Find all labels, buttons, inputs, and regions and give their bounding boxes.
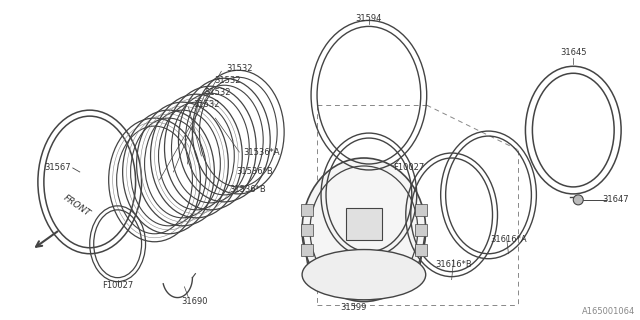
- Text: 31599: 31599: [340, 303, 367, 312]
- Text: 31536*A: 31536*A: [243, 148, 280, 156]
- Ellipse shape: [302, 158, 426, 301]
- Bar: [415, 224, 427, 236]
- Bar: [415, 244, 427, 256]
- Bar: [301, 244, 313, 256]
- Text: 31647: 31647: [602, 196, 628, 204]
- Text: 31616*A: 31616*A: [490, 235, 527, 244]
- Text: 31646: 31646: [385, 275, 412, 284]
- Text: 31532: 31532: [226, 64, 253, 73]
- Bar: [415, 204, 427, 216]
- Bar: [301, 224, 313, 236]
- Text: 31690: 31690: [181, 297, 207, 306]
- Circle shape: [573, 195, 583, 205]
- Text: 31594: 31594: [356, 14, 382, 23]
- Text: 31532: 31532: [204, 88, 230, 97]
- Text: F10027: F10027: [102, 281, 133, 290]
- Text: F10027: F10027: [393, 164, 424, 172]
- Text: 31645: 31645: [560, 48, 586, 57]
- Text: FRONT: FRONT: [62, 193, 92, 218]
- Text: 31536*B: 31536*B: [236, 167, 273, 176]
- Text: A165001064: A165001064: [582, 307, 635, 316]
- Text: 31567: 31567: [45, 164, 71, 172]
- Text: 31532: 31532: [193, 100, 220, 109]
- Text: 31616*B: 31616*B: [435, 260, 472, 269]
- Bar: [346, 208, 382, 240]
- Text: 31532: 31532: [214, 76, 241, 85]
- Bar: [301, 204, 313, 216]
- Ellipse shape: [302, 250, 426, 300]
- Text: 31536*B: 31536*B: [229, 185, 266, 195]
